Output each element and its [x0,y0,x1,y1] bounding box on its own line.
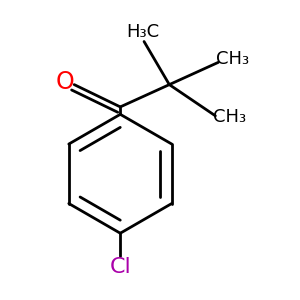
Text: Cl: Cl [110,257,131,277]
Text: H₃C: H₃C [126,23,159,41]
Text: CH₃: CH₃ [213,108,246,126]
Text: O: O [56,70,75,94]
Text: CH₃: CH₃ [216,50,249,68]
